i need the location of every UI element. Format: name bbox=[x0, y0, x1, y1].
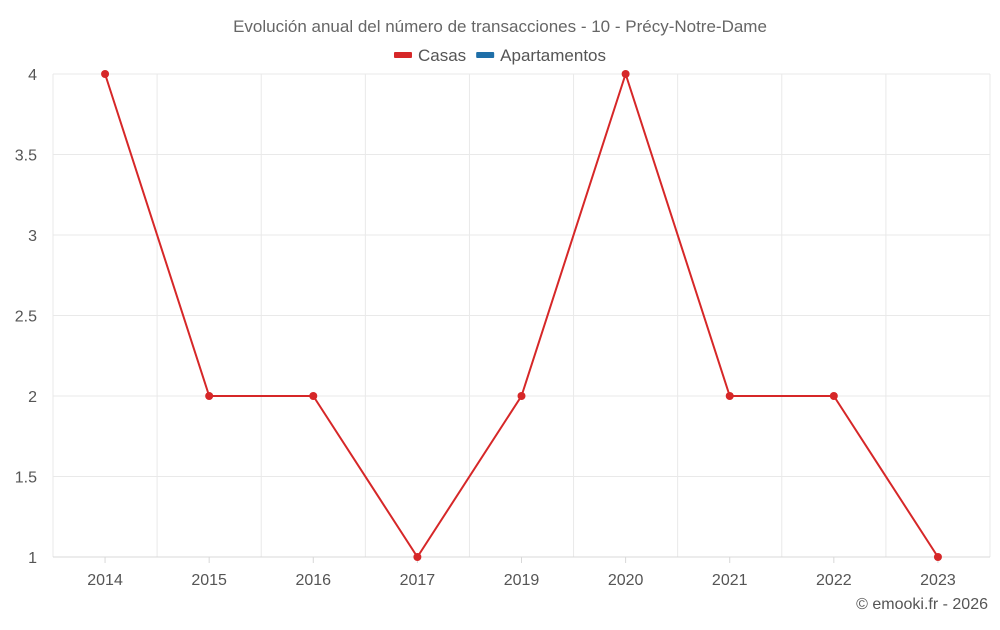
data-point[interactable] bbox=[829, 392, 838, 400]
y-tick-label: 4 bbox=[28, 67, 37, 84]
data-point[interactable] bbox=[621, 70, 630, 78]
data-point[interactable] bbox=[413, 553, 422, 561]
series-layer bbox=[101, 70, 942, 561]
y-tick-label: 2 bbox=[28, 389, 37, 406]
legend-swatch bbox=[476, 52, 495, 58]
legend-item-casas[interactable]: Casas bbox=[393, 46, 466, 65]
data-point[interactable] bbox=[101, 70, 110, 78]
y-tick-label: 1.5 bbox=[15, 470, 37, 487]
x-tick-label: 2020 bbox=[608, 572, 644, 589]
x-tick-label: 2016 bbox=[295, 572, 331, 589]
legend-swatch bbox=[393, 52, 412, 58]
x-tick-label: 2014 bbox=[87, 572, 123, 589]
data-point[interactable] bbox=[309, 392, 318, 400]
x-tick-label: 2022 bbox=[816, 572, 852, 589]
x-tick-label: 2021 bbox=[712, 572, 748, 589]
data-point[interactable] bbox=[517, 392, 526, 400]
legend-item-apartamentos[interactable]: Apartamentos bbox=[476, 46, 606, 65]
axes: 1 1.5 2 2.5 3 3.5 4 2014 2015 2016 2017 2019 2020 202… bbox=[15, 67, 990, 589]
chart-title: Evolución anual del número de transaccio… bbox=[233, 17, 767, 36]
data-point[interactable] bbox=[725, 392, 734, 400]
legend-label: Apartamentos bbox=[500, 46, 606, 65]
y-tick-label: 2.5 bbox=[15, 309, 37, 326]
x-tick-label: 2015 bbox=[191, 572, 227, 589]
credit-text: © emooki.fr - 2026 bbox=[856, 596, 988, 613]
x-tick-label: 2023 bbox=[920, 572, 956, 589]
x-tick-label: 2019 bbox=[504, 572, 540, 589]
y-tick-label: 1 bbox=[28, 550, 37, 567]
data-point[interactable] bbox=[205, 392, 214, 400]
legend-label: Casas bbox=[418, 46, 466, 65]
data-point[interactable] bbox=[933, 553, 942, 561]
legend[interactable]: Casas Apartamentos bbox=[393, 46, 606, 65]
grid bbox=[52, 73, 991, 557]
y-tick-label: 3 bbox=[28, 228, 37, 245]
x-tick-label: 2017 bbox=[400, 572, 436, 589]
y-tick-label: 3.5 bbox=[15, 148, 37, 165]
